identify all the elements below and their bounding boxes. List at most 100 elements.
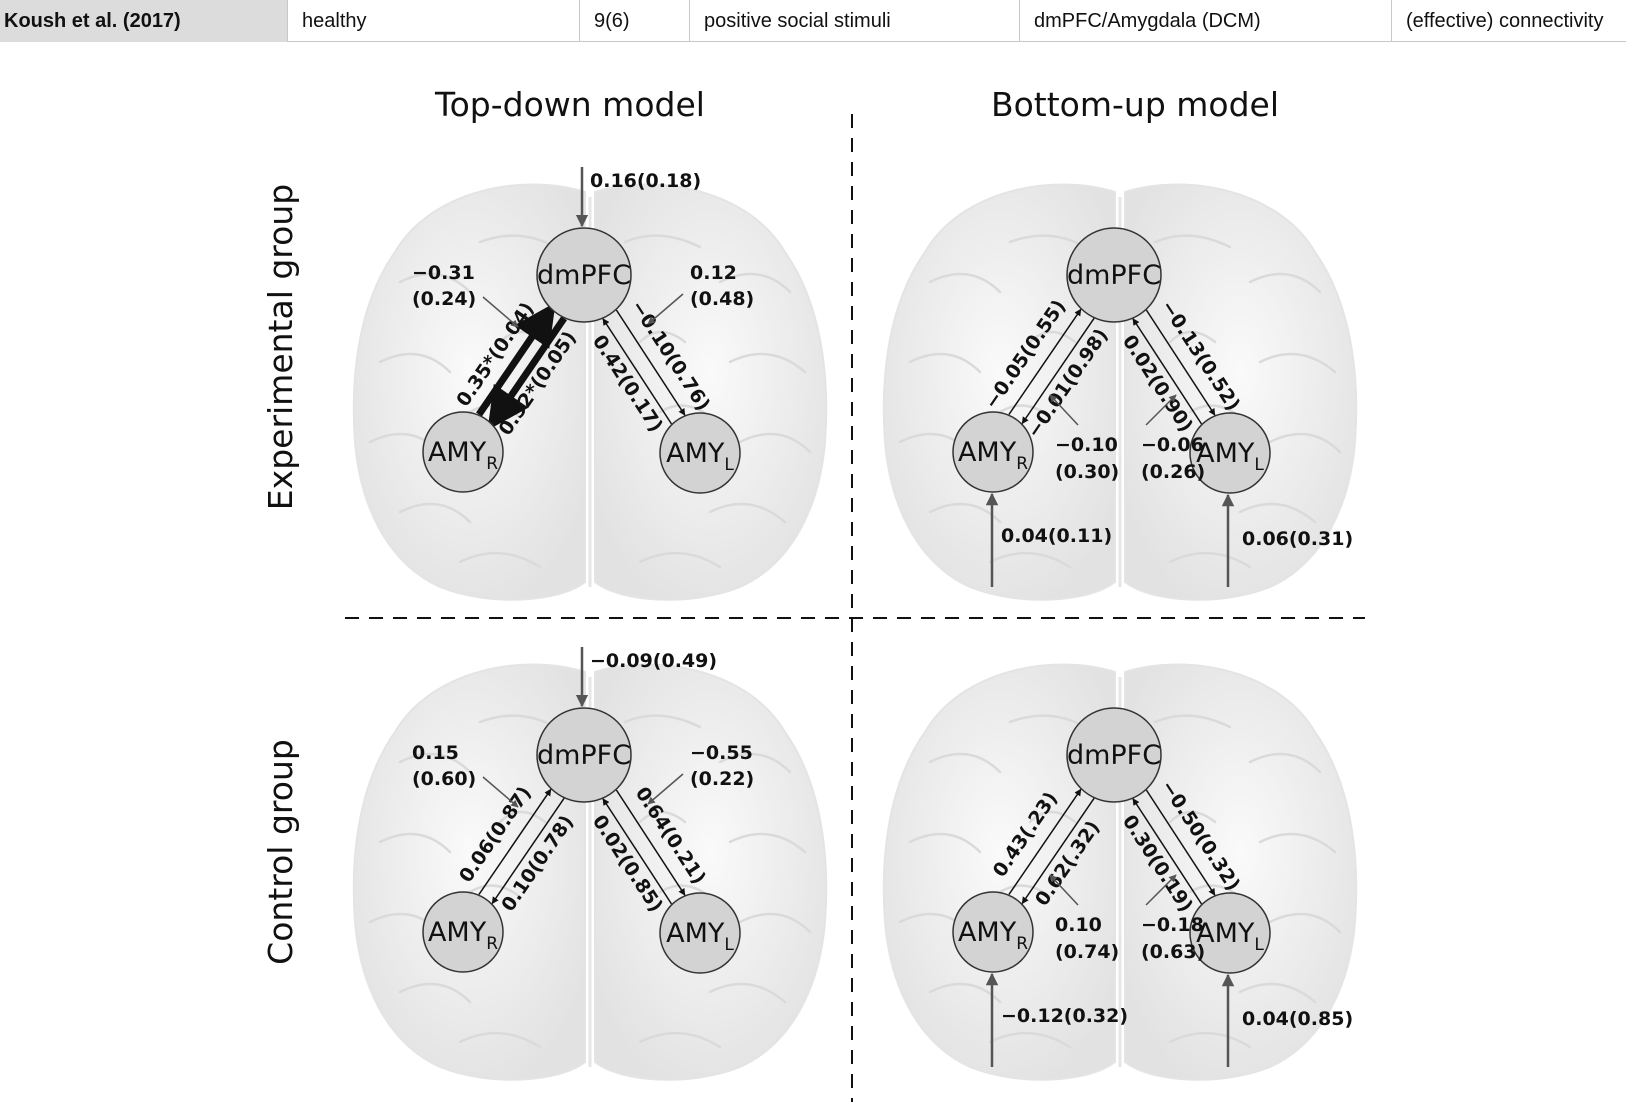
mod-label-right-p: (0.74) [1055, 941, 1119, 963]
node-amy-r-circle [952, 891, 1034, 973]
brain-image [882, 663, 1358, 1081]
node-amy-r-circle [952, 411, 1034, 493]
node-amy-r: AMYR [422, 411, 504, 493]
edge-dmpfc-amyr-out-arrow [491, 797, 565, 905]
brain-right-hemisphere [594, 183, 828, 601]
brain-gyrus [728, 832, 807, 854]
brain-gyrus [988, 551, 1072, 569]
brain-gyrus [398, 982, 472, 1004]
brain-gyrus [468, 884, 522, 899]
node-amy-r-label: AMYR [958, 917, 1028, 954]
node-amy-l-label: AMYL [1196, 438, 1264, 475]
edge-dmpfc-amyl-out-arrow [615, 789, 686, 896]
node-dmpfc-circle [536, 707, 632, 803]
brain-gyrus [928, 272, 1002, 294]
mod-label-right-p: (0.60) [412, 768, 476, 790]
brain-gyrus [998, 404, 1052, 419]
brain-gyrus [718, 752, 792, 774]
node-amy-r-label: AMYR [428, 437, 498, 474]
mod-label-left-value: 0.12 [690, 262, 737, 284]
brain-gyrus [458, 551, 542, 569]
brain-gyrus [398, 272, 472, 294]
brain-right-hemisphere [1124, 183, 1358, 601]
dcm-figure: Top-down model Bottom-up model Experimen… [261, 85, 1365, 1102]
node-amy-l-circle [1189, 412, 1271, 494]
brain-gyrus [1238, 502, 1317, 524]
brain-gyrus [1168, 810, 1217, 824]
edge-dmpfc-amyr-in-arrow [1008, 788, 1082, 895]
edge-dmpfc-amyr-in-arrow [478, 788, 552, 895]
brain-gyrus [708, 502, 787, 524]
edge-dmpfc-amyl-in-arrow [1132, 318, 1203, 425]
node-dmpfc-label: dmPFC [1067, 260, 1161, 291]
node-amy-r-circle [422, 891, 504, 973]
input-label-amyl: 0.04(0.85) [1242, 1008, 1353, 1030]
brain-gyrus [708, 982, 787, 1004]
node-amy-r-label: AMYR [428, 917, 498, 954]
mod-label-left-p: (0.26) [1141, 461, 1205, 483]
brain-gyrus [928, 502, 1002, 524]
brain-gyrus [1028, 810, 1077, 824]
edge-dmpfc-amyl-in-arrow [1132, 798, 1203, 905]
mod-label-left-value: −0.55 [690, 742, 753, 764]
brain-gyrus [738, 912, 812, 934]
brain-right-hemisphere [1124, 663, 1358, 1081]
brain-image [882, 183, 1358, 601]
mod-label-left-p: (0.63) [1141, 941, 1205, 963]
mod-arrow-left [1145, 874, 1177, 906]
node-amy-r-circle [422, 411, 504, 493]
node-dmpfc-label: dmPFC [537, 260, 631, 291]
brain-gyrus [908, 832, 982, 854]
mod-label-right-value: 0.15 [412, 742, 459, 764]
edge-dmpfc-amyr-in-arrow [1008, 308, 1082, 415]
mod-arrow-right [482, 776, 519, 808]
brain-gyrus [638, 1031, 722, 1049]
brain-gyrus [378, 352, 452, 374]
node-dmpfc: dmPFC [1066, 707, 1162, 803]
mod-label-right-p: (0.30) [1055, 461, 1119, 483]
brain-gyrus [1168, 1031, 1252, 1049]
node-dmpfc-label: dmPFC [537, 740, 631, 771]
node-amy-l-label: AMYL [1196, 918, 1264, 955]
node-amy-l-label: AMYL [666, 438, 734, 475]
mod-label-left-value: −0.18 [1141, 914, 1204, 936]
node-amy-l-label: AMYL [666, 918, 734, 955]
brain-left-hemisphere [882, 183, 1116, 601]
brain-gyrus [1248, 752, 1322, 774]
edge-dmpfc-amyr-in-arrow [476, 302, 556, 417]
node-amy-l: AMYL [659, 892, 741, 974]
brain-gyrus [623, 234, 702, 249]
mod-arrow-left [647, 773, 684, 805]
brain-gyrus [378, 832, 452, 854]
row-title-experimental: Experimental group [261, 184, 300, 510]
brain-gyrus [718, 272, 792, 294]
brain-gyrus [398, 502, 472, 524]
mod-label-right-p: (0.24) [412, 288, 476, 310]
node-dmpfc-label: dmPFC [1067, 740, 1161, 771]
brain-gyrus [728, 352, 807, 374]
brain-gyrus [1153, 714, 1232, 729]
edge-dmpfc-amyr-out-arrow [1021, 317, 1095, 425]
brain-right-hemisphere [594, 663, 828, 1081]
node-amy-l: AMYL [659, 412, 741, 494]
node-dmpfc-circle [1066, 227, 1162, 323]
brain-gyrus [928, 752, 1002, 774]
mod-label-right-value: −0.10 [1055, 434, 1118, 456]
brain-gyrus [398, 752, 472, 774]
brain-gyrus [1258, 352, 1337, 374]
brain-gyrus [1238, 982, 1317, 1004]
table-cell-study: Koush et al. (2017) [0, 0, 288, 42]
mod-label-right-value: 0.10 [1055, 914, 1102, 936]
node-amy-l-circle [659, 892, 741, 974]
mod-label-right-value: −0.31 [412, 262, 475, 284]
brain-gyrus [498, 810, 547, 824]
mod-label-left-value: −0.06 [1141, 434, 1204, 456]
mod-arrow-left [1145, 394, 1177, 426]
brain-gyrus [988, 1031, 1072, 1049]
mod-label-left-p: (0.48) [690, 288, 754, 310]
brain-gyrus [638, 330, 687, 344]
brain-gyrus [458, 1031, 542, 1049]
panel-experimental-bottom-up: −0.01(0.98)−0.05(0.55) −0.13(0.52)0.02(0.… [882, 183, 1358, 601]
node-dmpfc-circle [536, 227, 632, 323]
brain-gyrus [1153, 234, 1232, 249]
